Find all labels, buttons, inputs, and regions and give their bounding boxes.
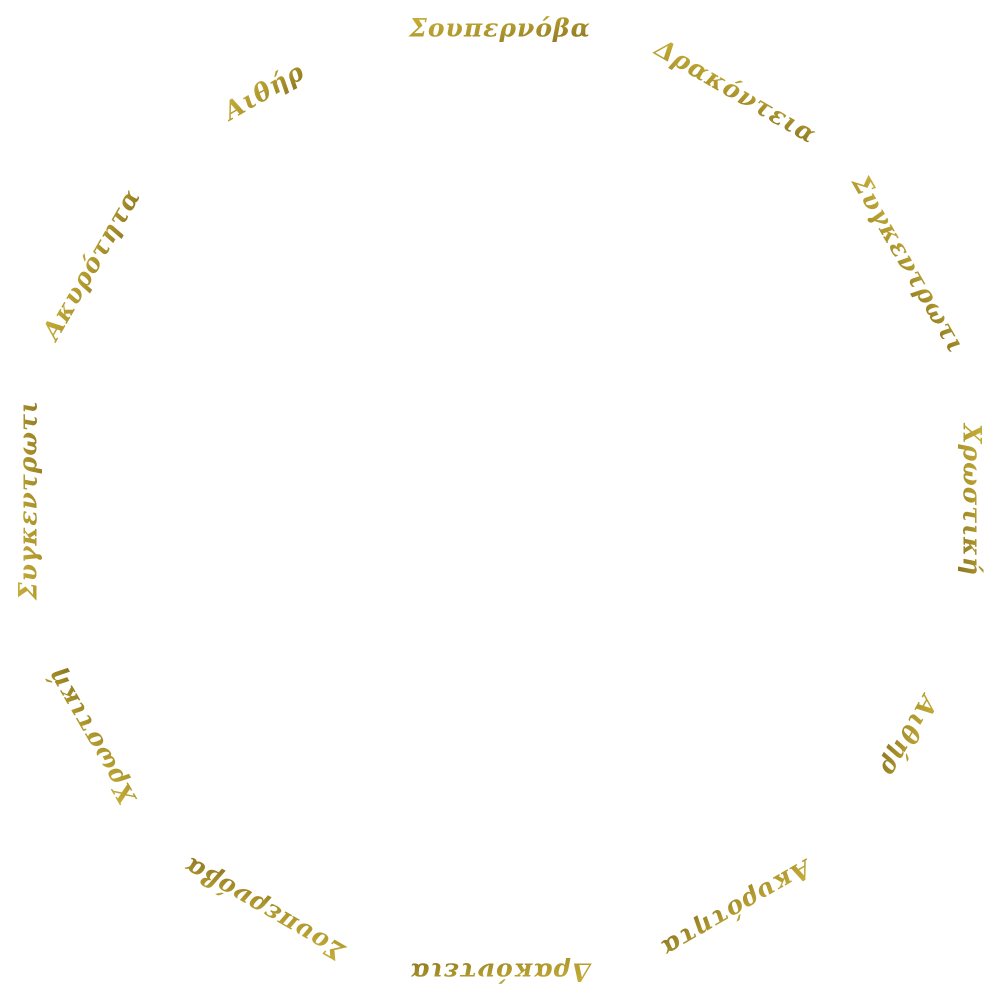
ring-word: Σουπερνόβα: [178, 851, 351, 967]
ring-word: Χρωστική: [958, 422, 987, 576]
ring-word: Σουπερνόβα: [408, 14, 591, 43]
ring-word: Συγκεντρωτι: [846, 169, 972, 358]
ring-word: Αιθήρ: [874, 689, 944, 781]
ring-word: Συγκεντρωτι: [14, 400, 43, 601]
ring-word: Δρακόντεια: [648, 32, 821, 149]
ring-word: Χρωστική: [41, 663, 143, 811]
ring-word: Ακυρότητα: [35, 184, 146, 346]
ring-word: Ακυρότητα: [656, 853, 818, 964]
ring-word: Δρακόντεια: [409, 958, 592, 987]
ring-word: Αιθήρ: [217, 57, 309, 127]
